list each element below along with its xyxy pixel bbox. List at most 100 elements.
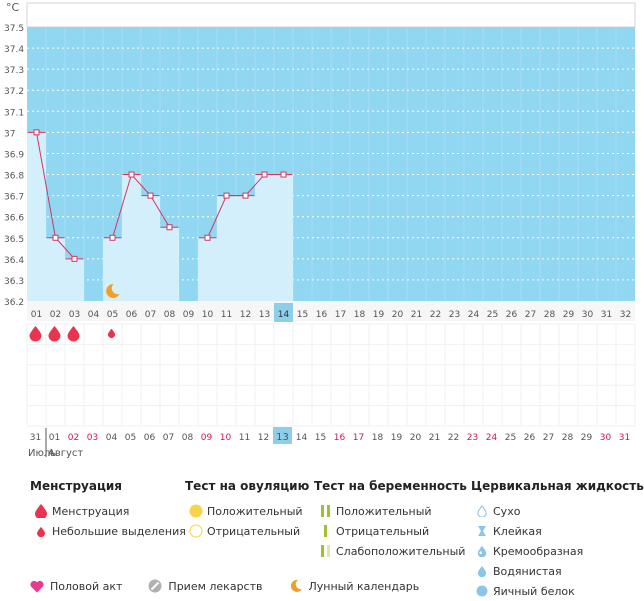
legend-item: Отрицательный [314, 521, 467, 541]
legend-item: Менструация [30, 501, 186, 521]
temperature-point [147, 192, 154, 199]
light-bleeding-drop-icon [107, 328, 116, 339]
legend-item: Лунный календарь [289, 579, 419, 593]
heart-icon [30, 580, 44, 592]
legend-item: Положительный [185, 501, 309, 521]
date-label: 05 [125, 433, 136, 443]
legend-label: Отрицательный [336, 524, 430, 538]
x-tick-label: 14 [278, 310, 290, 320]
drop-small-icon [30, 522, 52, 540]
temperature-line [131, 174, 151, 196]
temperature-point [166, 224, 173, 231]
date-label: 07 [163, 433, 174, 443]
temperature-bar [274, 174, 293, 301]
date-label: 27 [543, 433, 554, 443]
temperature-bar [65, 258, 84, 301]
legend-label: Менструация [52, 504, 130, 518]
temperature-bar [198, 237, 217, 301]
moon-icon [106, 283, 120, 298]
date-label: 13 [276, 432, 289, 443]
temperature-point [71, 255, 78, 262]
menstruation-drop-icon [67, 326, 80, 342]
x-tick-label: 19 [373, 310, 385, 320]
legend-label: Водянистая [493, 564, 562, 578]
highlight-day-cell [274, 303, 293, 322]
legend-title: Тест на беременность [314, 479, 467, 493]
plot-top-frame [26, 2, 636, 28]
y-tick-label: 36.7 [4, 193, 24, 203]
x-tick-label: 11 [221, 310, 232, 320]
x-tick-label: 07 [145, 310, 156, 320]
y-tick-label: 37.5 [4, 24, 24, 34]
temperature-bar [103, 237, 122, 301]
date-label: 31 [30, 433, 41, 443]
x-tick-label: 29 [563, 310, 575, 320]
legend-label: Слабоположительный [336, 544, 466, 558]
legend-label: Кремообразная [493, 544, 584, 558]
legend-item: Положительный [314, 501, 467, 521]
date-label: 21 [429, 433, 440, 443]
temperature-point [242, 192, 249, 199]
temperature-line [112, 174, 132, 238]
date-label: 29 [581, 433, 593, 443]
x-tick-label: 01 [31, 310, 42, 320]
menstruation-drop-icon [29, 326, 42, 342]
date-label: 26 [524, 433, 536, 443]
faint-strip-icon [314, 542, 336, 560]
y-tick-label: 36.5 [4, 235, 24, 245]
legend-item: Клейкая [471, 521, 644, 541]
legend-cervical: Цервикальная жидкость Сухо Клейкая Кремо… [471, 479, 644, 601]
x-axis-band [27, 301, 635, 321]
x-tick-label: 13 [259, 310, 270, 320]
date-label: 06 [144, 433, 156, 443]
legend-item: Отрицательный [185, 521, 309, 541]
date-label: 12 [258, 433, 269, 443]
legend-title: Менструация [30, 479, 122, 493]
unit-label: °C [6, 1, 20, 14]
pill-icon [148, 579, 162, 593]
x-tick-label: 10 [202, 310, 214, 320]
date-label: 17 [353, 433, 364, 443]
highlight-date-cell [273, 427, 292, 444]
x-tick-label: 21 [411, 310, 422, 320]
legend-pregnancy: Тест на беременность Положительный Отриц… [314, 479, 467, 561]
date-label: 03 [87, 433, 98, 443]
circle-filled-icon [185, 502, 207, 520]
month-label: Август [48, 448, 83, 459]
drop-large-icon [30, 502, 52, 520]
egg-white-icon [471, 582, 493, 600]
date-label: 30 [600, 433, 612, 443]
watery-drop-icon [471, 562, 493, 580]
legend-item: Яичный белок [471, 581, 644, 601]
y-tick-label: 37.4 [4, 45, 24, 55]
x-tick-label: 09 [183, 310, 195, 320]
y-tick-label: 37.1 [4, 108, 24, 118]
temperature-bar [160, 227, 179, 301]
legend-item: Слабоположительный [314, 541, 467, 561]
y-tick-label: 37 [4, 129, 15, 139]
y-tick-label: 36.2 [4, 298, 24, 308]
date-label: 31 [619, 433, 630, 443]
sticky-icon [471, 522, 493, 540]
temperature-bar [236, 195, 255, 301]
x-tick-label: 02 [50, 310, 61, 320]
temperature-line [36, 132, 56, 238]
temperature-point [280, 171, 287, 178]
temperature-bar [255, 174, 274, 301]
y-tick-label: 36.8 [4, 172, 24, 182]
x-tick-label: 15 [297, 310, 308, 320]
legend-label: Яичный белок [493, 584, 575, 598]
legend-label: Прием лекарств [168, 579, 263, 593]
x-tick-label: 32 [620, 310, 631, 320]
legend-item: Сухо [471, 501, 644, 521]
legend-label: Половой акт [50, 579, 123, 593]
temperature-line [245, 174, 265, 196]
moon-icon [290, 579, 302, 592]
double-strip-icon [314, 502, 336, 520]
x-tick-label: 22 [430, 310, 441, 320]
temperature-point [128, 171, 135, 178]
x-tick-label: 06 [126, 310, 138, 320]
x-tick-label: 05 [107, 310, 118, 320]
y-tick-label: 36.3 [4, 277, 24, 287]
y-tick-label: 36.9 [4, 150, 24, 160]
